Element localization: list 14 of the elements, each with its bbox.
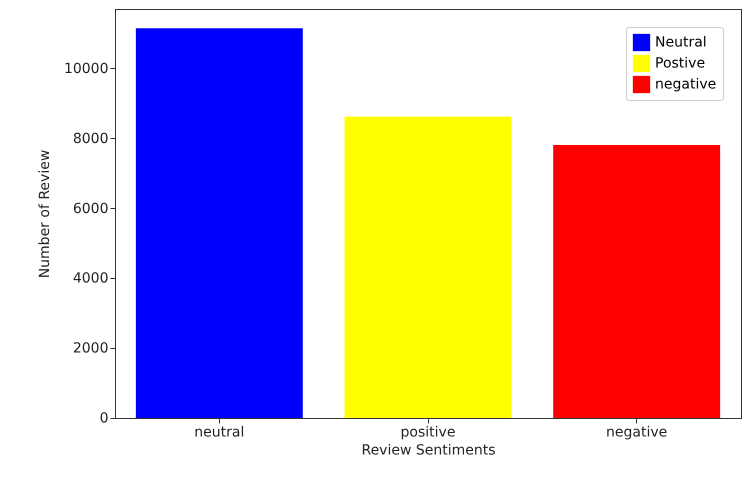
y-tick-label: 2000 bbox=[72, 340, 108, 357]
legend-label: negative bbox=[655, 76, 716, 92]
x-tick-label: negative bbox=[606, 424, 668, 440]
y-axis-title: Number of Review bbox=[36, 150, 53, 278]
y-tick-label: 0 bbox=[100, 410, 108, 426]
y-tick-label: 6000 bbox=[72, 200, 108, 217]
x-tick-label: neutral bbox=[194, 424, 244, 440]
y-tick-label: 8000 bbox=[72, 130, 108, 147]
legend-label: Neutral bbox=[655, 34, 707, 50]
x-tick-label: positive bbox=[400, 424, 456, 440]
y-tick-label: 10000 bbox=[64, 60, 108, 77]
y-tick-label: 4000 bbox=[72, 270, 108, 287]
legend-label: Postive bbox=[655, 56, 706, 72]
x-axis-title: Review Sentiments bbox=[361, 442, 496, 458]
